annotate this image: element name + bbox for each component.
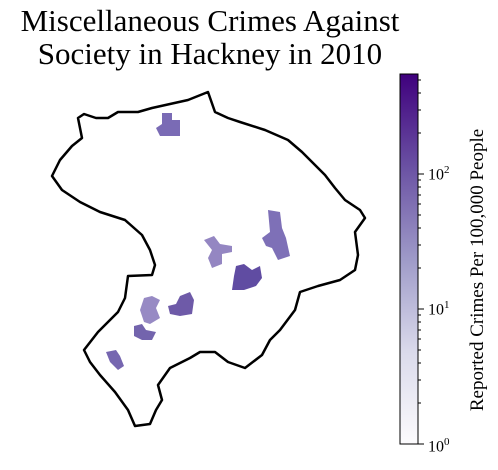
colorbar (399, 73, 419, 445)
region-centre-south (232, 264, 262, 290)
borough-boundary (50, 90, 367, 428)
region-west-lower (134, 324, 156, 340)
map-title-line-1: Miscellaneous Crimes Against (20, 3, 400, 38)
region-north (156, 113, 180, 136)
colorbar-ticks (418, 79, 424, 445)
region-centre (204, 236, 232, 268)
colorbar-tick-label-1e0: 100 (428, 436, 450, 456)
colorbar-tick-label-1e1: 101 (428, 299, 450, 319)
region-west (140, 296, 160, 324)
region-south-west (106, 350, 124, 370)
map-title-line-2: Society in Hackney in 2010 (37, 36, 383, 71)
region-south-centre (168, 292, 194, 316)
region-east (262, 210, 290, 260)
colorbar-label: Reported Crimes Per 100,000 People (467, 128, 488, 412)
map-title: Miscellaneous Crimes Against Society in … (0, 4, 420, 70)
colorbar-tick-label-1e2: 102 (428, 164, 450, 184)
